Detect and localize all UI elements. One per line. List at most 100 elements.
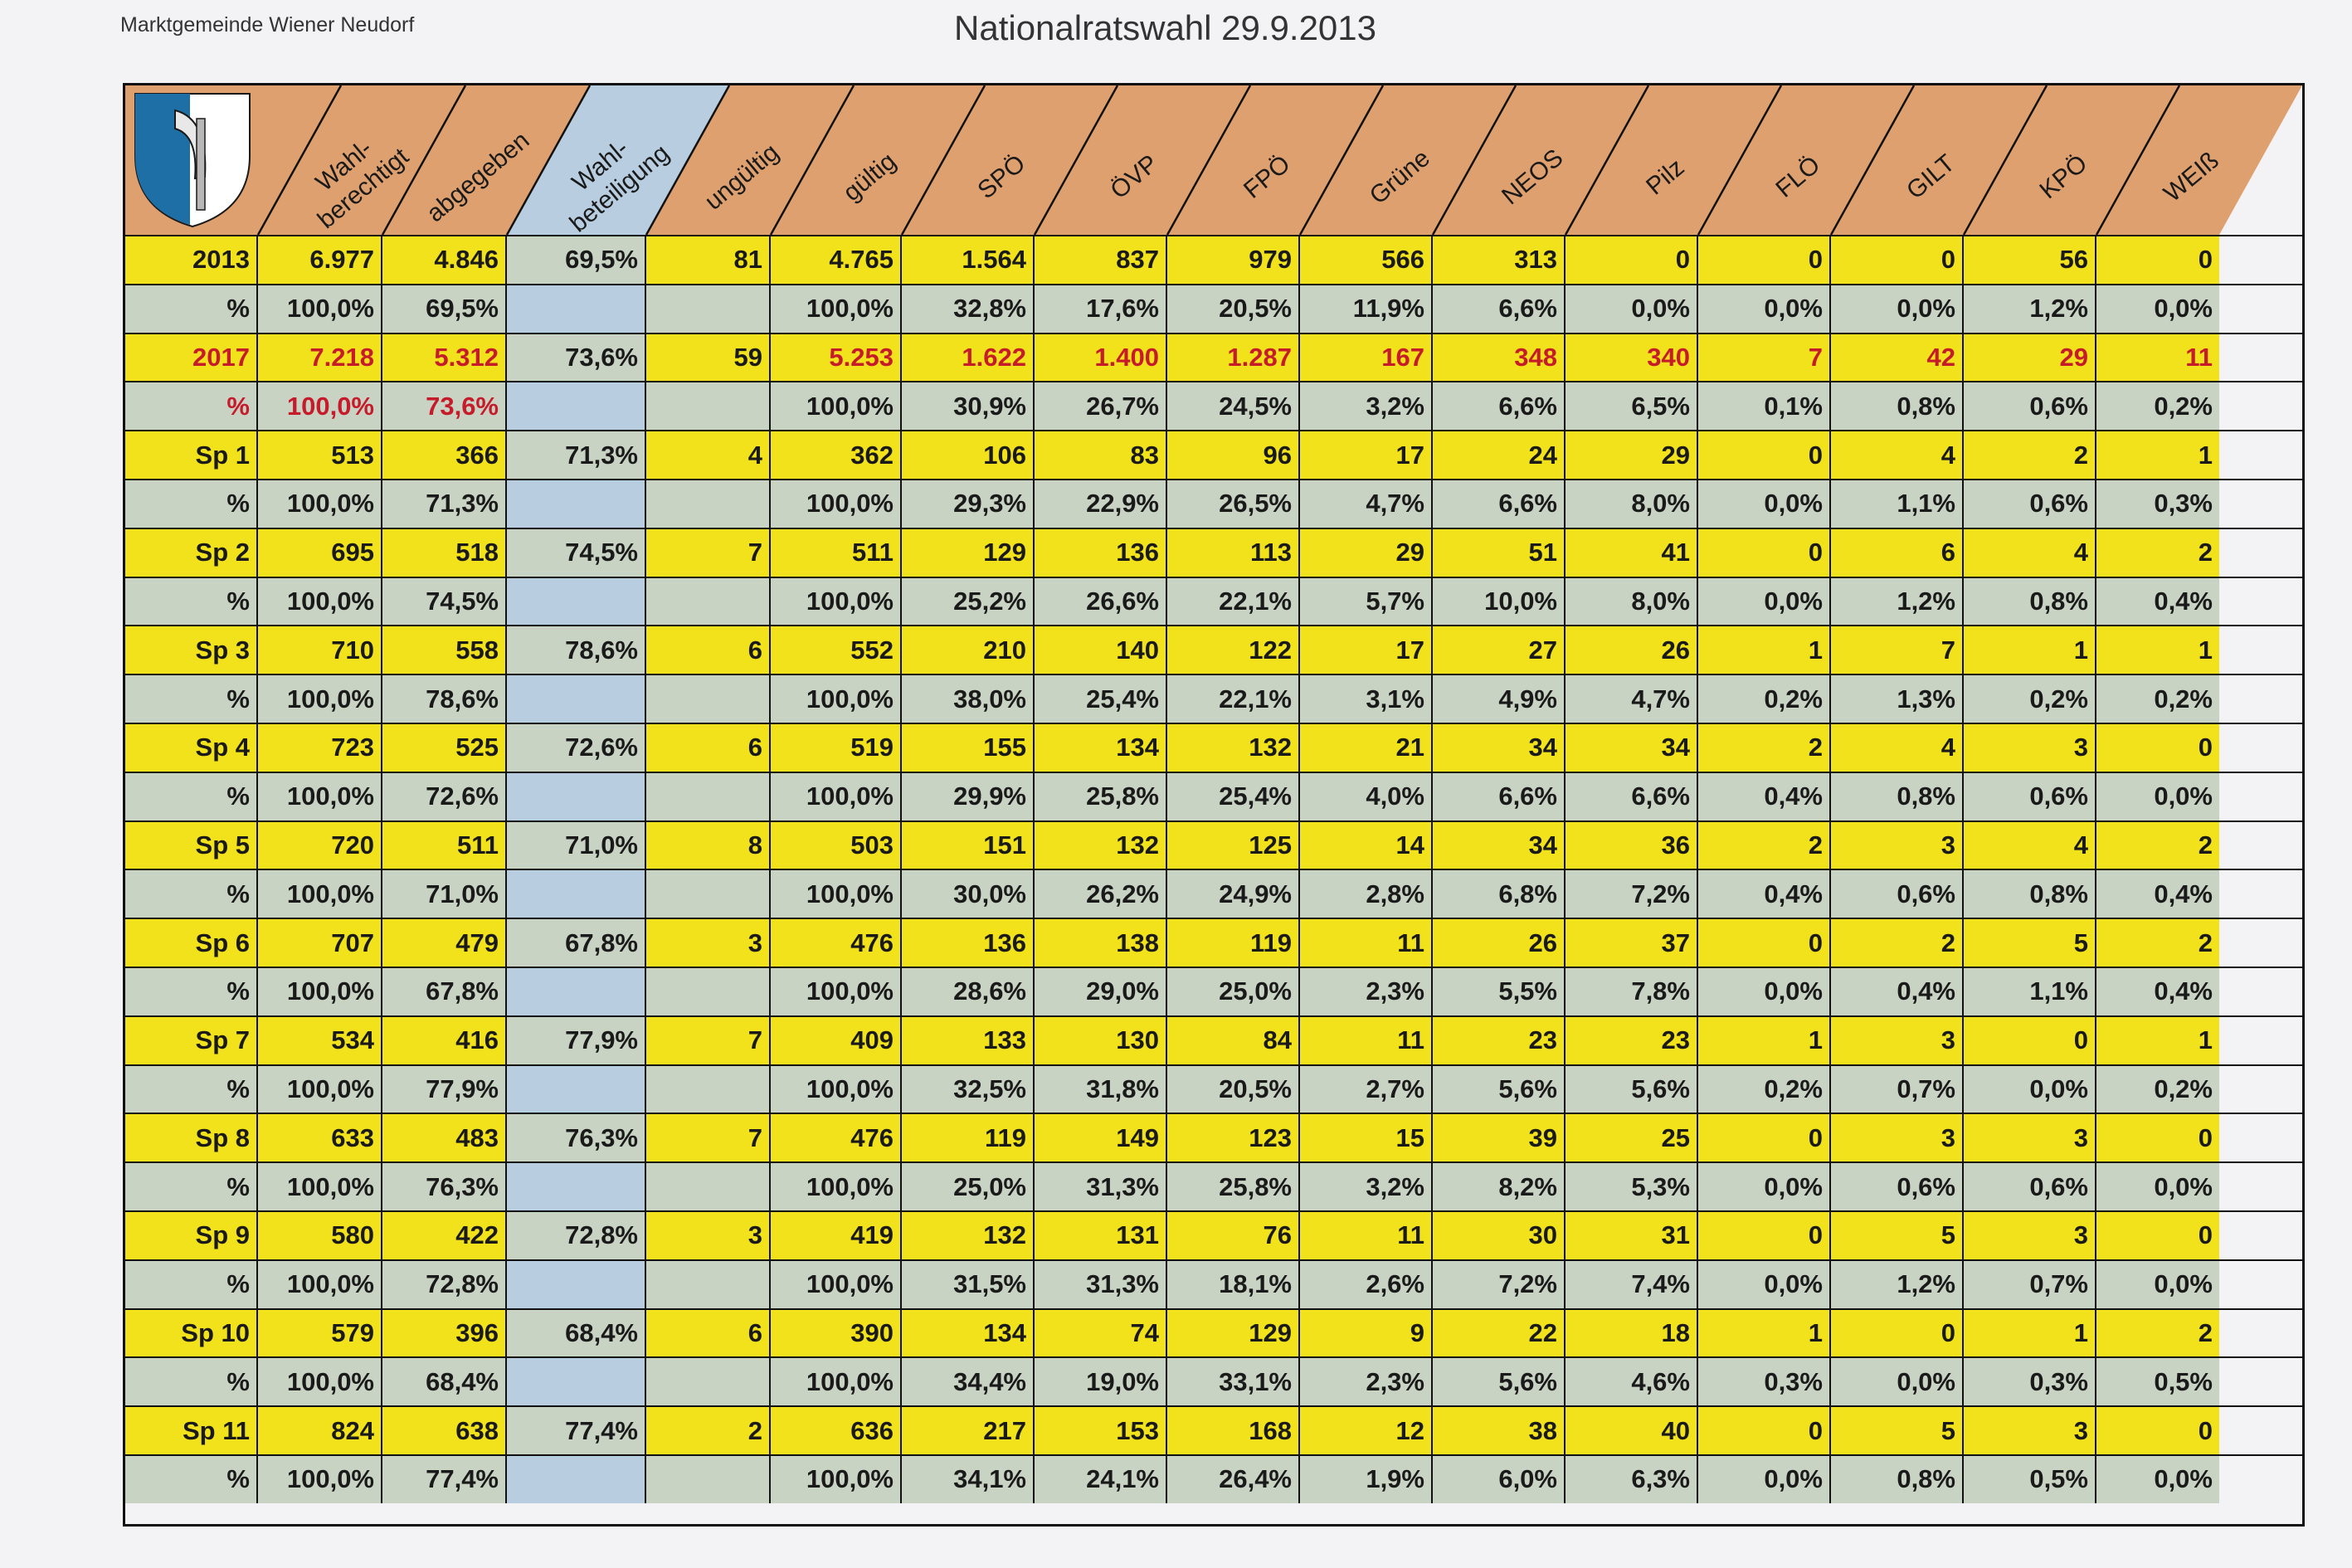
table-cell: 155 bbox=[902, 723, 1035, 772]
table-header: Wahl-berechtigt abgegeben Wahl-beteiligung… bbox=[125, 85, 2302, 235]
row-label: % bbox=[125, 675, 258, 723]
table-cell: 0 bbox=[2096, 236, 2219, 284]
header-cell-bg bbox=[507, 85, 729, 235]
row-label: Sp 6 bbox=[125, 919, 258, 967]
table-cell: 4 bbox=[1964, 821, 2096, 869]
table-cell: 416 bbox=[382, 1016, 507, 1064]
header-cell-bg bbox=[1167, 85, 1383, 235]
table-cell: 42 bbox=[1831, 334, 1964, 382]
table-cell: 580 bbox=[258, 1211, 382, 1259]
table-row: % 100,0% 69,5% 100,0% 32,8% 17,6% 20,5% 11,9% 6,… bbox=[125, 283, 2302, 333]
table-cell: 0,0% bbox=[1964, 1065, 2096, 1113]
row-label: % bbox=[125, 870, 258, 918]
table-cell: 0 bbox=[1831, 236, 1964, 284]
table-cell: 12 bbox=[1300, 1407, 1433, 1454]
table-cell: 25,4% bbox=[1167, 772, 1300, 821]
header-divider bbox=[1564, 85, 1650, 235]
table-cell: 28,6% bbox=[902, 967, 1035, 1015]
table-cell: 2,3% bbox=[1300, 1358, 1433, 1406]
row-label: Sp 8 bbox=[125, 1114, 258, 1162]
table-cell bbox=[507, 967, 646, 1015]
row-label: % bbox=[125, 1163, 258, 1210]
table-cell: 151 bbox=[902, 821, 1035, 869]
row-label: Sp 7 bbox=[125, 1016, 258, 1064]
table-cell: 5.312 bbox=[382, 334, 507, 382]
table-cell: 11 bbox=[1300, 1016, 1433, 1064]
table-cell: 4,9% bbox=[1433, 675, 1566, 723]
table-cell: 0 bbox=[1698, 919, 1831, 967]
header-cell-bg bbox=[258, 85, 465, 235]
header-divider bbox=[505, 85, 592, 235]
results-table: Wahl-berechtigt abgegeben Wahl-beteiligung… bbox=[123, 83, 2305, 1527]
table-cell: 0 bbox=[1698, 1407, 1831, 1454]
table-cell: 348 bbox=[1433, 334, 1566, 382]
table-cell: 133 bbox=[902, 1016, 1035, 1064]
table-cell: 0,4% bbox=[1698, 870, 1831, 918]
table-cell: 11 bbox=[1300, 919, 1433, 967]
header-cell-bg bbox=[902, 85, 1118, 235]
table-cell: 130 bbox=[1035, 1016, 1167, 1064]
table-cell bbox=[507, 285, 646, 333]
table-cell: 0,1% bbox=[1698, 382, 1831, 431]
table-cell: 78,6% bbox=[382, 675, 507, 723]
table-cell: 134 bbox=[1035, 723, 1167, 772]
table-cell bbox=[507, 577, 646, 626]
table-cell: 210 bbox=[902, 626, 1035, 674]
header-divider bbox=[1033, 85, 1119, 235]
table-cell: 29 bbox=[1964, 334, 2096, 382]
table-cell: 0,8% bbox=[1831, 772, 1964, 821]
table-cell: 37 bbox=[1566, 919, 1698, 967]
table-row: % 100,0% 77,4% 100,0% 34,1% 24,1% 26,4% 1,9% 6,0… bbox=[125, 1454, 2302, 1503]
table-cell: 132 bbox=[1167, 723, 1300, 772]
header-cell-bg bbox=[1300, 85, 1516, 235]
table-cell: 0,2% bbox=[2096, 1065, 2219, 1113]
table-cell: 41 bbox=[1566, 528, 1698, 577]
table-cell: 71,3% bbox=[507, 431, 646, 479]
table-cell: 5 bbox=[1964, 919, 2096, 967]
table-cell bbox=[507, 382, 646, 431]
header-divider bbox=[381, 85, 467, 235]
table-cell: 1,2% bbox=[1964, 285, 2096, 333]
table-cell: 8,0% bbox=[1566, 577, 1698, 626]
table-row: % 100,0% 74,5% 100,0% 25,2% 26,6% 22,1% 5,7% 10,… bbox=[125, 576, 2302, 626]
table-cell: 4,7% bbox=[1300, 480, 1433, 528]
table-cell: 83 bbox=[1035, 431, 1167, 479]
table-cell: 6.977 bbox=[258, 236, 382, 284]
table-cell: 34 bbox=[1433, 821, 1566, 869]
table-cell: 638 bbox=[382, 1407, 507, 1454]
table-cell: 3 bbox=[1964, 1114, 2096, 1162]
header-divider bbox=[769, 85, 855, 235]
table-cell: 18 bbox=[1566, 1309, 1698, 1357]
row-label: Sp 3 bbox=[125, 626, 258, 674]
table-cell: 34,1% bbox=[902, 1455, 1035, 1503]
table-cell: 22,1% bbox=[1167, 577, 1300, 626]
coat-of-arms-axe-icon bbox=[134, 93, 251, 228]
table-cell: 24,9% bbox=[1167, 870, 1300, 918]
table-cell: 362 bbox=[771, 431, 902, 479]
table-cell: 31,5% bbox=[902, 1260, 1035, 1308]
table-cell: 0,2% bbox=[1698, 675, 1831, 723]
table-cell: 100,0% bbox=[258, 285, 382, 333]
table-cell: 100,0% bbox=[258, 1163, 382, 1210]
table-cell: 100,0% bbox=[258, 1065, 382, 1113]
table-cell: 100,0% bbox=[771, 1065, 902, 1113]
table-cell: 3,1% bbox=[1300, 675, 1433, 723]
table-cell: 100,0% bbox=[258, 382, 382, 431]
table-cell: 19,0% bbox=[1035, 1358, 1167, 1406]
table-cell: 0,0% bbox=[1698, 1163, 1831, 1210]
table-cell bbox=[646, 870, 771, 918]
table-cell: 100,0% bbox=[258, 967, 382, 1015]
table-cell: 29 bbox=[1300, 528, 1433, 577]
table-cell: 78,6% bbox=[507, 626, 646, 674]
table-cell: 6 bbox=[646, 723, 771, 772]
table-cell: 5,6% bbox=[1433, 1065, 1566, 1113]
table-cell: 0,4% bbox=[1698, 772, 1831, 821]
table-cell: 636 bbox=[771, 1407, 902, 1454]
header-cell-bg bbox=[1831, 85, 2047, 235]
table-cell: 23 bbox=[1566, 1016, 1698, 1064]
table-cell: 0,4% bbox=[2096, 967, 2219, 1015]
table-cell: 8,2% bbox=[1433, 1163, 1566, 1210]
header-divider bbox=[900, 85, 986, 235]
table-cell: 2 bbox=[2096, 1309, 2219, 1357]
table-cell: 422 bbox=[382, 1211, 507, 1259]
